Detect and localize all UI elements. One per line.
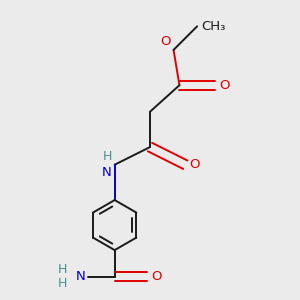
Text: H: H (102, 150, 112, 163)
Text: O: O (152, 270, 162, 283)
Text: O: O (219, 79, 230, 92)
Text: CH₃: CH₃ (202, 20, 226, 33)
Text: N: N (102, 166, 112, 179)
Text: O: O (190, 158, 200, 171)
Text: N: N (76, 270, 85, 283)
Text: O: O (160, 35, 171, 48)
Text: H: H (58, 278, 68, 290)
Text: H: H (58, 263, 68, 276)
